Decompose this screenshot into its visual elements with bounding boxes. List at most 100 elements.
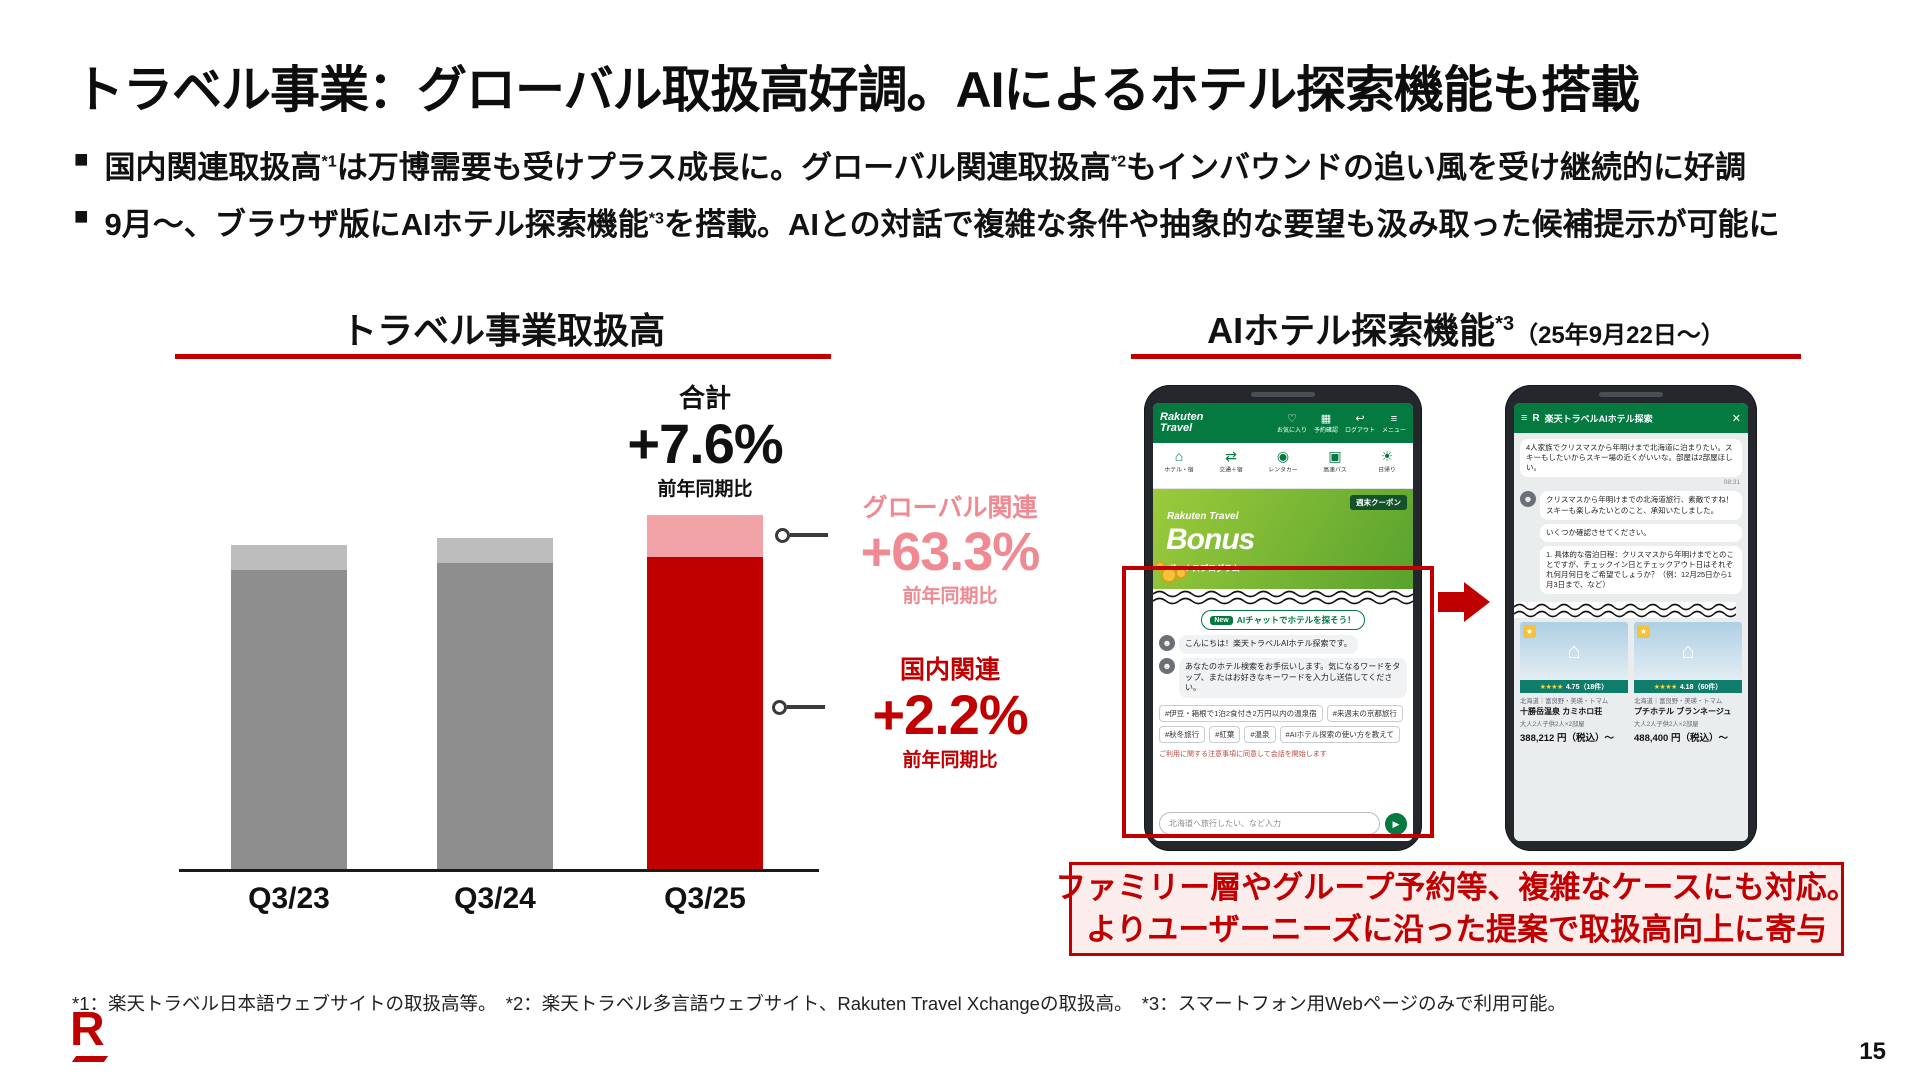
keyword-chip[interactable]: #秋冬旅行 — [1159, 726, 1206, 744]
bar-segment-global — [437, 537, 553, 563]
highway-bus-icon: ▣ — [1328, 448, 1342, 464]
footnotes: *1：楽天トラベル日本語ウェブサイトの取扱高等。 *2：楽天トラベル多言語ウェブ… — [72, 993, 1566, 1014]
star-icons: ★★★★ — [1653, 683, 1678, 691]
category-tab-row: ⌂ ホテル・宿 ⇄ 交通＋宿 ◉ レンタカー ▣ 高速バス ☀ 日帰り — [1153, 443, 1413, 489]
bot-avatar-icon: ☻ — [1520, 491, 1536, 508]
tab-label: レンタカー — [1268, 467, 1298, 474]
bullet-square-icon: ■ — [74, 203, 89, 230]
phone-speaker — [1251, 392, 1315, 397]
x-axis-label: Q3/23 — [248, 882, 330, 915]
day-trip-icon: ☀ — [1380, 448, 1394, 464]
page-title: トラベル事業：グローバル取扱高好調。AIによるホテル探索機能も搭載 — [74, 62, 1640, 118]
lodge-icon: ⌂ — [1567, 638, 1581, 664]
hotel-price: 488,400 円（税込）〜 — [1634, 733, 1728, 745]
close-icon[interactable]: ✕ — [1731, 412, 1741, 425]
domestic-value: +2.2% — [872, 683, 1028, 746]
chat-input-row: ▶ — [1159, 812, 1407, 835]
favorites-icon: ♡ — [1287, 412, 1297, 425]
tab-day-trip[interactable]: ☀ 日帰り — [1361, 443, 1413, 488]
bar-segment-global — [647, 515, 763, 557]
global-value: +63.3% — [860, 522, 1041, 582]
tab-hotel[interactable]: ⌂ ホテル・宿 — [1153, 443, 1205, 488]
bot-avatar-icon: ☻ — [1159, 657, 1175, 674]
bullet-text: 9月〜、ブラウザ版にAIホテル探索機能*3を搭載。AIとの対話で複雑な条件や抽象… — [104, 207, 1780, 242]
keyword-chip[interactable]: #来週末の京都旅行 — [1326, 705, 1403, 723]
hotel-conditions: 大人2人子供2人×2部屋 — [1520, 721, 1585, 729]
hotel-card[interactable]: ⌂ ★ ★★★★ 4.18（60件） 北海道｜富良野・美瑛・トマム プチホテル ブランネー… — [1634, 622, 1742, 744]
callout-line-1: ファミリー層やグループ予約等、複雑なケースにも対応。 — [1055, 870, 1858, 905]
bullet-square-icon: ■ — [74, 146, 89, 173]
travel-gmv-bar-chart: Q3/23 Q3/24 Q3/25 — [175, 370, 835, 930]
tab-rental-car[interactable]: ◉ レンタカー — [1257, 443, 1309, 488]
domestic-yoy-annotation: 国内関連 +2.2% 前年同期比 — [820, 650, 1080, 772]
hotel-photo-placeholder: ⌂ ★ — [1634, 622, 1742, 681]
new-badge: New — [1210, 615, 1233, 625]
chat-input[interactable] — [1159, 812, 1380, 835]
tab-label: 高速バス — [1323, 467, 1347, 474]
hotel-price: 388,212 円（税込）〜 — [1520, 733, 1614, 745]
highlight-red-box — [1122, 566, 1434, 838]
ai-search-title: 楽天トラベルAIホテル探索 — [1544, 413, 1653, 424]
transport-stay-icon: ⇄ — [1225, 448, 1237, 464]
bonus-banner[interactable]: 週末クーポン Rakuten Travel Bonus ボーナスプログラム — [1153, 489, 1413, 589]
bot-message-row: ☻ あなたのホテル検索をお手伝いします。気になるワードをタップ、またはお好きなキ… — [1159, 657, 1407, 699]
menu-item[interactable]: ≡ メニュー — [1382, 413, 1406, 434]
tab-label: 交通＋宿 — [1219, 467, 1243, 474]
domestic-leader-circle-icon — [772, 700, 787, 715]
hotel-card[interactable]: ⌂ ★ ★★★★ 4.75（18件） 北海道｜富良野・美瑛・トマム 十勝岳温泉 カミホロ荘… — [1520, 622, 1628, 744]
total-yoy-annotation: 合計 +7.6% 前年同期比 — [610, 378, 800, 501]
logout-item[interactable]: ↩ ログアウト — [1345, 413, 1375, 434]
menu-icon: ≡ — [1390, 412, 1398, 425]
bot-message: クリスマスから年明けまでの北海道旅行、素敵ですね！スキーも楽しみたいとのこと、承… — [1540, 491, 1742, 520]
callout-box: ファミリー層やグループ予約等、複雑なケースにも対応。 よりユーザーニーズに沿った… — [1055, 862, 1858, 956]
ai-chat-cta-label: AIチャットでホテルを探そう！ — [1236, 615, 1356, 625]
bookings-item[interactable]: ▦ 予約確認 — [1314, 413, 1338, 434]
rakuten-travel-logo: Rakuten Travel — [1160, 411, 1204, 434]
ai-search-header: ≡ R 楽天トラベルAIホテル探索 ✕ — [1514, 403, 1748, 433]
bullet-item-1: ■ 国内関連取扱高*1は万博需要も受けプラス成長に。グローバル関連取扱高*2もイ… — [74, 142, 1874, 187]
bot-avatar-icon: ☻ — [1159, 635, 1175, 651]
weekend-coupon-badge[interactable]: 週末クーポン — [1350, 495, 1407, 510]
ai-feature-heading: AIホテル探索機能*3（25年9月22日〜） — [1207, 310, 1725, 351]
favorites-item[interactable]: ♡ お気に入り — [1277, 413, 1307, 434]
chart-heading-underline — [175, 354, 831, 359]
bar-segment-domestic — [647, 556, 763, 869]
header-icon-label: 予約確認 — [1313, 427, 1338, 434]
global-sub: 前年同期比 — [902, 585, 998, 607]
bar-series: Q3/23 Q3/24 Q3/25 — [175, 370, 835, 930]
keyword-chip[interactable]: #紅葉 — [1209, 726, 1241, 744]
bar-segment-domestic — [437, 562, 553, 869]
total-label: 合計 — [678, 383, 731, 413]
lodge-icon: ⌂ — [1681, 638, 1695, 664]
send-icon[interactable]: ▶ — [1385, 812, 1407, 835]
hotel-icon: ⌂ — [1174, 448, 1184, 464]
ai-chat-thread: 4人家族でクリスマスから年明けまで北海道に泊まりたい。スキーもしたいからスキー場… — [1514, 433, 1748, 841]
rakuten-r-icon: R — [1532, 412, 1540, 424]
hotel-conditions: 大人2人子供2人×2部屋 — [1634, 721, 1699, 729]
bot-message-group: クリスマスから年明けまでの北海道旅行、素敵ですね！スキーも楽しみたいとのこと、承… — [1540, 491, 1742, 595]
bar-segment-domestic — [231, 570, 347, 869]
ai-chat-cta-button[interactable]: New AIチャットでホテルを探そう！ — [1201, 610, 1365, 630]
travel-app-header: Rakuten Travel ♡ お気に入り ▦ 予約確認 ↩ ログアウト ≡ メニュー — [1153, 403, 1413, 443]
total-sub: 前年同期比 — [657, 478, 753, 500]
tab-transport-stay[interactable]: ⇄ 交通＋宿 — [1205, 443, 1257, 488]
keyword-chip[interactable]: #AIホテル探索の使い方を教えて — [1279, 726, 1400, 744]
award-badge-icon: ★ — [1637, 625, 1650, 639]
hotel-name: 十勝岳温泉 カミホロ荘 — [1520, 707, 1603, 717]
keyword-chip[interactable]: #温泉 — [1244, 726, 1276, 744]
global-leader-circle-icon — [775, 528, 790, 543]
star-icons: ★★★★ — [1539, 683, 1564, 691]
rakuten-logo-swoosh — [71, 1056, 109, 1062]
keyword-chip[interactable]: #伊豆・箱根で1泊2食付き2万円以内の温泉宿 — [1159, 705, 1323, 723]
hotel-result-list: ⌂ ★ ★★★★ 4.75（18件） 北海道｜富良野・美瑛・トマム 十勝岳温泉 カミホロ荘… — [1520, 622, 1742, 744]
tab-highway-bus[interactable]: ▣ 高速バス — [1309, 443, 1361, 488]
header-icon-row: ♡ お気に入り ▦ 予約確認 ↩ ログアウト ≡ メニュー — [1277, 413, 1406, 434]
menu-icon[interactable]: ≡ — [1521, 412, 1528, 424]
header-icon-label: メニュー — [1381, 427, 1406, 434]
domestic-sub: 前年同期比 — [902, 749, 998, 771]
bullet-list: ■ 国内関連取扱高*1は万博需要も受けプラス成長に。グローバル関連取扱高*2もイ… — [74, 142, 1874, 256]
hotel-area: 北海道｜富良野・美瑛・トマム — [1520, 698, 1609, 706]
callout-line-2: よりユーザーニーズに沿った提案で取扱高向上に寄与 — [1085, 912, 1828, 947]
total-value: +7.6% — [627, 412, 783, 475]
bar-segment-global — [231, 545, 347, 571]
